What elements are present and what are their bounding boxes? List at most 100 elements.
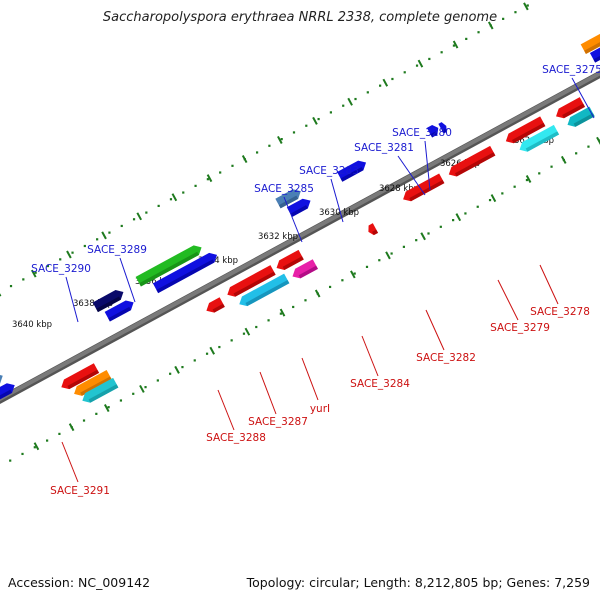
label-leader: [283, 196, 303, 243]
upper-ruler-dot: [403, 71, 406, 74]
lower-ruler-dot: [427, 232, 430, 235]
backbone-track: [0, 70, 600, 404]
lower-ruler-dot: [95, 412, 98, 415]
accession-text: Accession: NC_009142: [8, 575, 151, 590]
gene-label: SACE_3288: [206, 432, 266, 444]
lower-ruler-dot: [575, 152, 578, 155]
label-leader: [65, 276, 79, 323]
gene-feature: [104, 300, 134, 322]
upper-ruler-tick: [0, 293, 2, 297]
lower-ruler-dot: [525, 178, 529, 182]
lower-ruler-dot: [33, 446, 36, 449]
label-leader: [361, 335, 379, 377]
upper-ruler-dot: [415, 64, 419, 67]
gene-feature: [580, 30, 600, 55]
lower-ruler-tick: [33, 442, 40, 451]
lower-ruler-dot: [464, 212, 467, 215]
upper-ruler-dot: [477, 31, 480, 34]
gene-label: SACE_3287: [248, 416, 308, 428]
upper-ruler-tick: [347, 97, 353, 106]
upper-ruler-dot: [157, 204, 160, 208]
upper-ruler-tick: [523, 2, 529, 11]
upper-ruler-dot: [502, 17, 505, 20]
topology-text: Topology: circular; Length: 8,212,805 bp…: [246, 575, 590, 590]
gene-feature: [567, 106, 595, 127]
upper-ruler-dot: [428, 57, 431, 61]
upper-ruler-dot: [366, 91, 369, 94]
lower-ruler-dot: [513, 185, 516, 188]
gene-feature: [0, 383, 15, 403]
lower-ruler-dot: [279, 312, 282, 315]
gene-feature: [239, 273, 290, 307]
upper-ruler-dot: [452, 44, 456, 47]
label-leader: [425, 309, 445, 351]
upper-ruler-tick: [241, 155, 248, 164]
lower-ruler-dot: [255, 325, 258, 329]
gene-feature: [448, 145, 496, 177]
upper-ruler-dot: [526, 4, 529, 7]
label-leader: [539, 264, 559, 305]
lower-ruler-tick: [525, 174, 532, 183]
lower-ruler-tick: [455, 213, 462, 222]
gene-feature: [276, 249, 304, 271]
ruler-label: 3630 kbp: [319, 208, 359, 218]
lower-ruler-dot: [328, 285, 332, 289]
ruler-label: 3628 kbp: [379, 184, 419, 194]
map-title: Saccharopolyspora erythraea NRRL 2338, c…: [102, 10, 498, 25]
lower-ruler-dot: [415, 239, 418, 242]
lower-ruler-dot: [9, 459, 12, 462]
lower-ruler-dot: [402, 245, 406, 248]
gene-feature: [61, 363, 100, 390]
gene-feature: [92, 290, 124, 313]
gene-feature: [556, 97, 586, 119]
upper-ruler-tick: [136, 212, 143, 221]
lower-ruler-tick: [139, 384, 145, 393]
label-leader: [330, 178, 344, 223]
lower-ruler-tick: [596, 136, 600, 145]
upper-ruler-dot: [96, 238, 99, 241]
label-leader: [259, 371, 277, 415]
lower-ruler-dot: [476, 205, 479, 208]
upper-ruler-dot: [268, 144, 271, 147]
lower-ruler-tick: [420, 232, 426, 241]
upper-ruler-dot: [329, 111, 333, 114]
upper-ruler-dot: [34, 271, 37, 274]
lower-ruler-dot: [193, 359, 196, 362]
label-leader: [119, 257, 136, 303]
label-leader: [301, 357, 319, 401]
gene-label: SACE_3283: [299, 165, 359, 177]
gene-feature: [286, 198, 311, 217]
lower-ruler-dot: [538, 172, 541, 175]
ruler-label: 3638 kbp: [73, 299, 113, 309]
gene-feature: [426, 124, 439, 138]
lower-ruler-tick: [350, 270, 356, 279]
gene-feature: [275, 189, 301, 209]
upper-ruler-dot: [255, 151, 259, 154]
lower-ruler-dot: [292, 305, 295, 309]
upper-ruler-tick: [171, 193, 178, 202]
upper-ruler-dot: [120, 224, 123, 228]
gene-feature: [206, 297, 225, 313]
gene-label: SACE_3280: [392, 127, 452, 139]
upper-ruler-tick: [382, 78, 389, 87]
gene-label: SACE_3282: [416, 352, 476, 364]
upper-ruler-dot: [280, 138, 283, 141]
upper-ruler-tick: [417, 59, 424, 68]
upper-ruler-tick: [101, 231, 107, 240]
lower-ruler-dot: [46, 439, 49, 442]
lower-ruler-dot: [230, 339, 233, 342]
upper-ruler-dot: [71, 251, 74, 254]
lower-ruler-tick: [385, 251, 391, 260]
lower-ruler-dot: [353, 272, 356, 275]
upper-ruler-tick: [66, 250, 72, 259]
ruler-label: 3634 kbp: [198, 256, 238, 266]
lower-ruler-dot: [267, 319, 270, 322]
upper-ruler-dot: [182, 191, 185, 194]
label-leader: [61, 441, 79, 483]
gene-feature: [403, 173, 445, 202]
gene-feature: [368, 223, 379, 236]
lower-ruler-tick: [209, 346, 216, 355]
gene-feature: [292, 259, 318, 279]
gene-feature: [519, 124, 560, 152]
upper-ruler-dot: [231, 164, 234, 167]
